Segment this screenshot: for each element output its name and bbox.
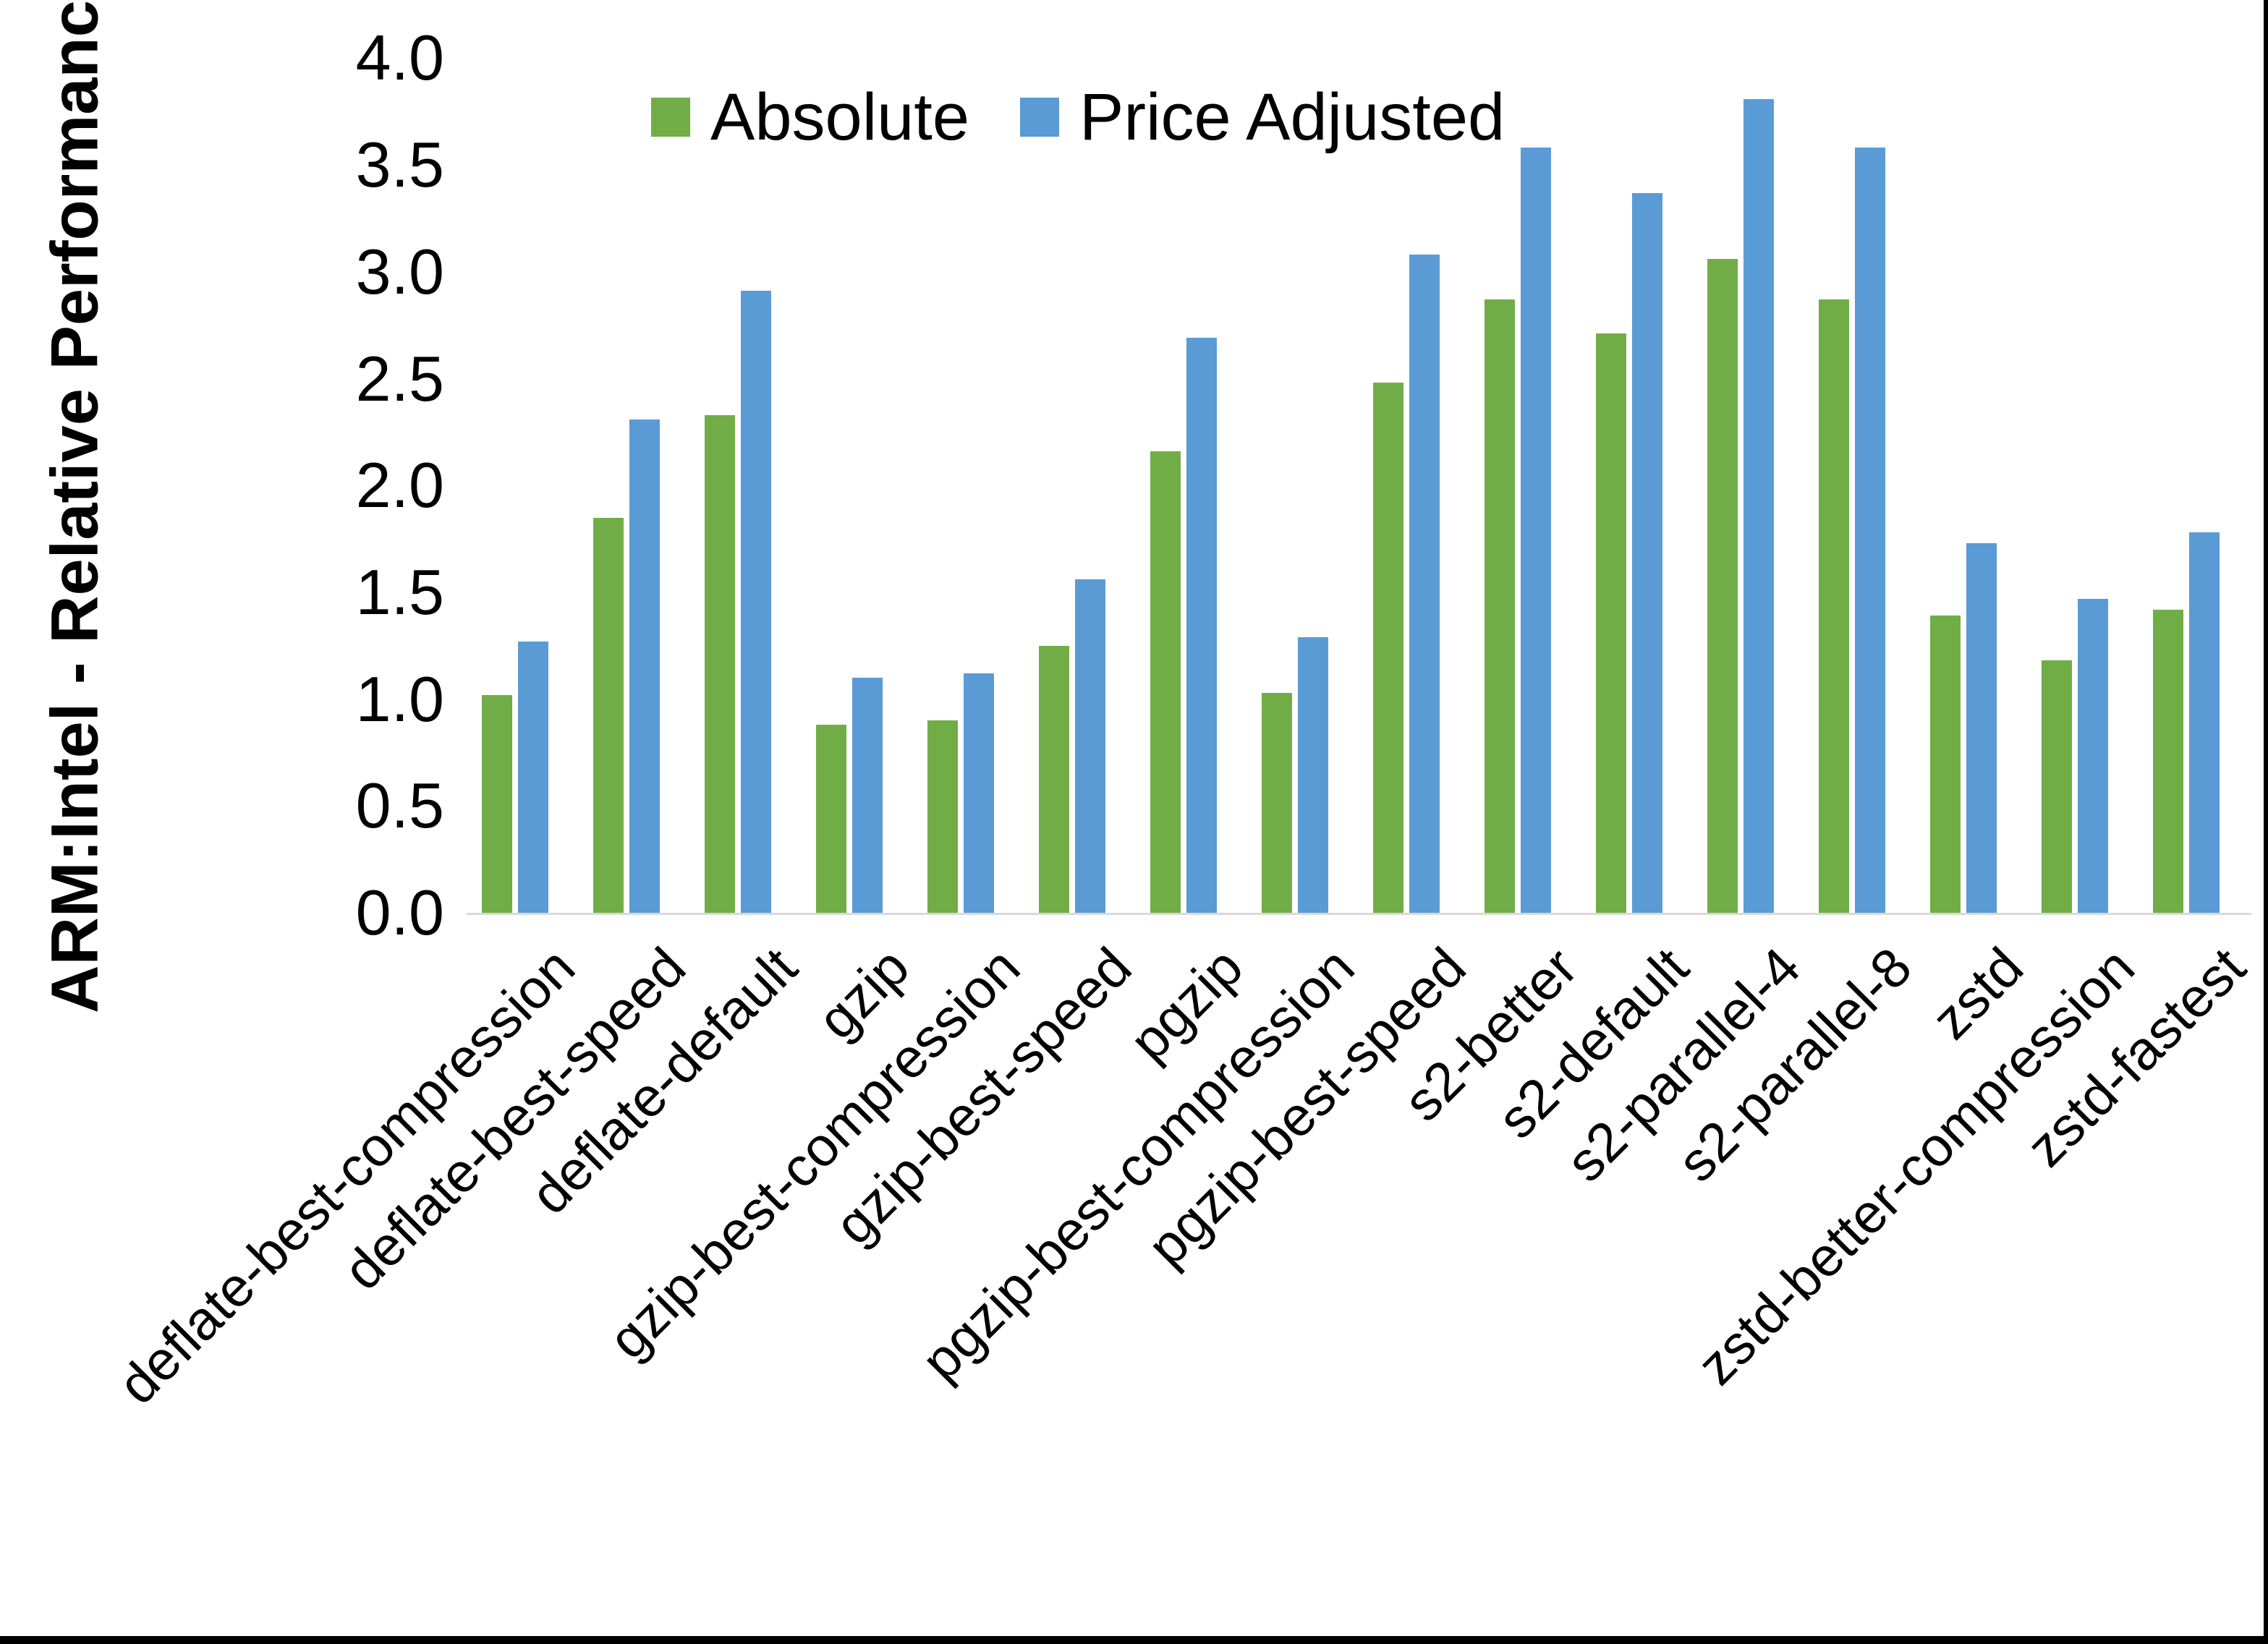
bar-gzip-absolute	[816, 725, 846, 913]
bar-zstd-fastest-absolute	[2153, 609, 2183, 913]
bar-s2-parallel-8-price-adjusted	[1855, 148, 1885, 913]
bar-zstd-absolute	[1930, 616, 1961, 913]
y-tick-label-2.5: 2.5	[355, 342, 444, 414]
bar-zstd-price-adjusted	[1966, 542, 1997, 913]
y-tick-label-0.0: 0.0	[355, 877, 444, 948]
bar-gzip-best-speed-price-adjusted	[1075, 579, 1105, 913]
bar-s2-default-absolute	[1596, 333, 1626, 913]
y-tick-label-3.5: 3.5	[355, 129, 444, 201]
bar-deflate-default-absolute	[705, 414, 735, 913]
bar-deflate-best-speed-price-adjusted	[629, 419, 660, 913]
bar-s2-parallel-8-absolute	[1819, 299, 1849, 913]
bar-deflate-best-speed-absolute	[593, 517, 624, 913]
x-axis-line	[467, 913, 2251, 915]
bar-gzip-best-speed-absolute	[1039, 645, 1069, 913]
legend: Absolute Price Adjusted	[651, 84, 1505, 150]
bar-zstd-fastest-price-adjusted	[2189, 532, 2220, 913]
bar-deflate-default-price-adjusted	[741, 291, 771, 913]
legend-label-absolute: Absolute	[710, 80, 970, 154]
bar-zstd-better-compression-price-adjusted	[2078, 598, 2108, 913]
legend-item-absolute: Absolute	[651, 84, 969, 150]
bar-deflate-best-compression-price-adjusted	[518, 641, 548, 913]
bar-s2-better-price-adjusted	[1521, 148, 1551, 913]
bar-pgzip-best-compression-price-adjusted	[1298, 636, 1328, 913]
y-tick-label-4.0: 4.0	[355, 22, 444, 94]
legend-item-price-adjusted: Price Adjusted	[1020, 84, 1505, 150]
bar-s2-parallel-4-absolute	[1707, 259, 1738, 913]
bar-deflate-best-compression-absolute	[482, 694, 512, 913]
bar-pgzip-price-adjusted	[1186, 338, 1217, 913]
bar-s2-default-price-adjusted	[1632, 192, 1662, 913]
bar-s2-parallel-4-price-adjusted	[1744, 98, 1774, 913]
bar-pgzip-absolute	[1150, 451, 1181, 913]
y-tick-label-2.0: 2.0	[355, 449, 444, 521]
legend-label-price-adjusted: Price Adjusted	[1079, 80, 1505, 154]
bar-gzip-best-compression-absolute	[927, 720, 958, 913]
y-tick-label-1.0: 1.0	[355, 663, 444, 735]
y-tick-label-3.0: 3.0	[355, 235, 444, 307]
bar-gzip-best-compression-price-adjusted	[964, 673, 994, 913]
bar-gzip-price-adjusted	[852, 678, 883, 913]
absolute-swatch-icon	[651, 98, 690, 137]
bar-zstd-better-compression-absolute	[2042, 660, 2072, 913]
y-tick-label-1.5: 1.5	[355, 555, 444, 628]
x-label-deflate-best-compression: deflate-best-compression	[106, 936, 587, 1416]
y-axis-title: ARM:Intel - Relative Performance	[38, 0, 112, 1013]
bar-pgzip-best-compression-absolute	[1262, 692, 1292, 913]
bar-s2-better-absolute	[1485, 299, 1515, 913]
y-tick-label-0.5: 0.5	[355, 770, 444, 842]
price-adjusted-swatch-icon	[1020, 98, 1060, 137]
bar-pgzip-best-speed-price-adjusted	[1409, 255, 1440, 913]
bar-pgzip-best-speed-absolute	[1373, 383, 1403, 913]
